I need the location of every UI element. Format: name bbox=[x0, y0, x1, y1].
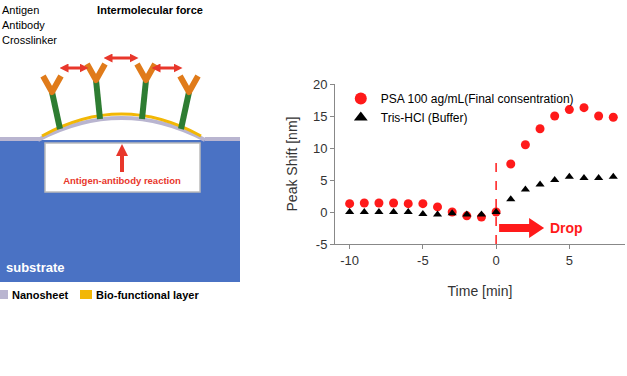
svg-text:15: 15 bbox=[313, 109, 327, 124]
svg-text:PSA 100 ag/mL(Final consentrat: PSA 100 ag/mL(Final consentration) bbox=[381, 92, 574, 106]
svg-text:0: 0 bbox=[492, 253, 499, 268]
svg-text:Antigen-antibody reaction: Antigen-antibody reaction bbox=[63, 175, 181, 186]
svg-text:Time [min]: Time [min] bbox=[448, 283, 513, 299]
svg-text:Bio-functional layer: Bio-functional layer bbox=[96, 289, 199, 301]
svg-text:20: 20 bbox=[313, 77, 327, 92]
svg-text:-10: -10 bbox=[340, 253, 359, 268]
svg-text:-5: -5 bbox=[316, 237, 328, 252]
svg-text:Nanosheet: Nanosheet bbox=[12, 289, 69, 301]
svg-text:Drop: Drop bbox=[550, 220, 583, 236]
svg-text:Intermolecular force: Intermolecular force bbox=[97, 4, 203, 16]
svg-text:Antibody: Antibody bbox=[2, 19, 45, 31]
svg-text:substrate: substrate bbox=[6, 260, 65, 275]
svg-text:Antigen: Antigen bbox=[2, 4, 39, 16]
svg-text:5: 5 bbox=[320, 173, 327, 188]
svg-text:Peak Shift [nm]: Peak Shift [nm] bbox=[284, 117, 300, 212]
svg-text:10: 10 bbox=[313, 141, 327, 156]
svg-text:0: 0 bbox=[320, 205, 327, 220]
svg-text:-5: -5 bbox=[417, 253, 429, 268]
svg-text:5: 5 bbox=[566, 253, 573, 268]
svg-text:Crosslinker: Crosslinker bbox=[2, 34, 57, 46]
svg-text:Tris-HCl (Buffer): Tris-HCl (Buffer) bbox=[381, 111, 468, 125]
